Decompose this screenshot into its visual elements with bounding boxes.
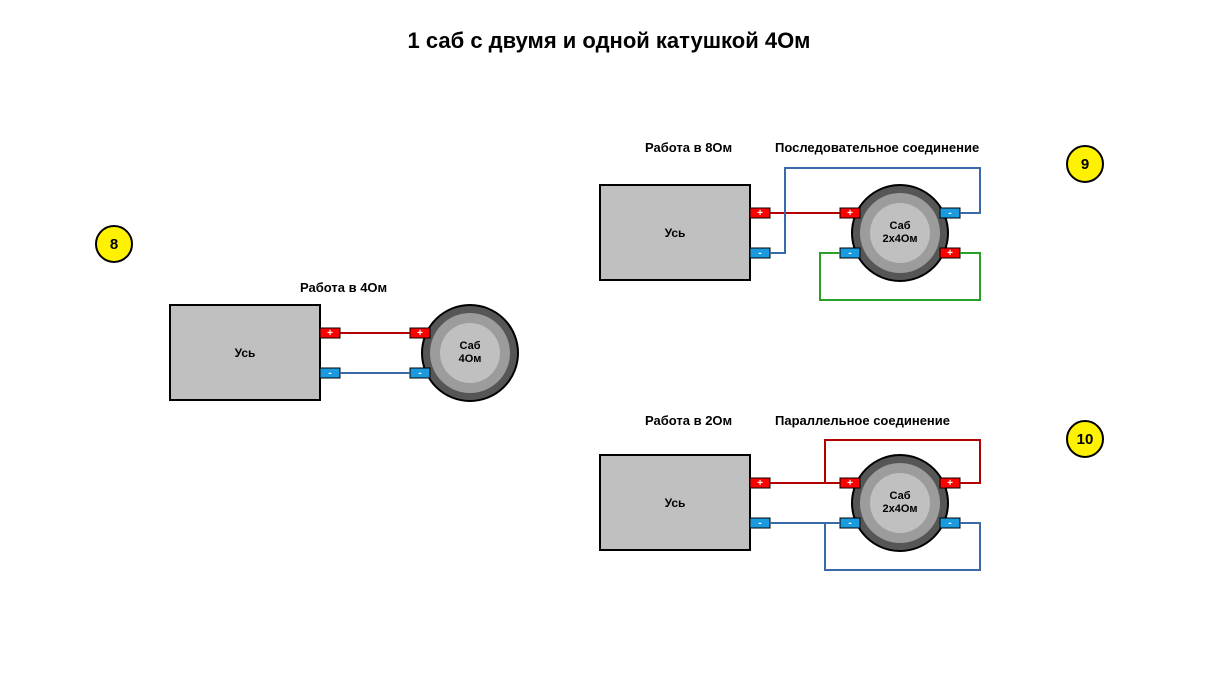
sub-c2-neg: - — [940, 518, 960, 529]
svg-text:-: - — [848, 518, 851, 529]
sub-c1-neg: - — [840, 518, 860, 529]
diagram-9: Усь + - Саб 2х4Ом + - - + — [600, 160, 1030, 340]
amp-term-pos: + — [750, 208, 770, 219]
svg-text:Саб: Саб — [890, 490, 911, 502]
svg-text:-: - — [948, 208, 951, 219]
sub-c1-neg: - — [840, 248, 860, 259]
amp-label: Усь — [235, 346, 256, 360]
sub-term-pos: + — [410, 328, 430, 339]
svg-text:+: + — [757, 208, 763, 219]
subwoofer: Саб 4Ом — [422, 305, 518, 401]
svg-text:+: + — [417, 328, 423, 339]
diagram-10: Усь + - Саб 2х4Ом + - + - — [600, 430, 1030, 610]
d9-conn-label: Последовательное соединение — [775, 140, 979, 155]
sub-c2-pos: + — [940, 478, 960, 489]
svg-text:+: + — [947, 478, 953, 489]
amp-term-neg: - — [750, 518, 770, 529]
svg-text:+: + — [947, 248, 953, 259]
d10-mode-label: Работа в 2Ом — [645, 413, 732, 428]
d8-mode-label: Работа в 4Ом — [300, 280, 387, 295]
svg-text:+: + — [327, 328, 333, 339]
badge-9: 9 — [1066, 145, 1104, 183]
amp-label: Усь — [665, 496, 686, 510]
svg-text:Саб: Саб — [460, 340, 481, 352]
sub-term-neg: - — [410, 368, 430, 379]
sub-c1-pos: + — [840, 478, 860, 489]
svg-text:2х4Ом: 2х4Ом — [882, 503, 917, 515]
svg-text:-: - — [758, 248, 761, 259]
svg-text:-: - — [418, 368, 421, 379]
svg-text:+: + — [847, 208, 853, 219]
subwoofer: Саб 2х4Ом — [852, 185, 948, 281]
sub-c2-pos: + — [940, 248, 960, 259]
page-title: 1 саб с двумя и одной катушкой 4Ом — [0, 28, 1218, 54]
svg-text:-: - — [758, 518, 761, 529]
subwoofer: Саб 2х4Ом — [852, 455, 948, 551]
diagram-8: Усь + - Саб 4Ом + - — [170, 295, 530, 435]
badge-10: 10 — [1066, 420, 1104, 458]
svg-text:-: - — [848, 248, 851, 259]
svg-text:+: + — [847, 478, 853, 489]
svg-text:-: - — [948, 518, 951, 529]
d10-conn-label: Параллельное соединение — [775, 413, 950, 428]
svg-text:4Ом: 4Ом — [459, 353, 482, 365]
amp-term-pos: + — [750, 478, 770, 489]
amp-term-pos: + — [320, 328, 340, 339]
svg-text:2х4Ом: 2х4Ом — [882, 233, 917, 245]
svg-text:-: - — [328, 368, 331, 379]
d9-mode-label: Работа в 8Ом — [645, 140, 732, 155]
badge-8: 8 — [95, 225, 133, 263]
amp-term-neg: - — [750, 248, 770, 259]
svg-text:Саб: Саб — [890, 220, 911, 232]
sub-c1-pos: + — [840, 208, 860, 219]
sub-c2-neg: - — [940, 208, 960, 219]
svg-text:+: + — [757, 478, 763, 489]
amp-term-neg: - — [320, 368, 340, 379]
amp-label: Усь — [665, 226, 686, 240]
